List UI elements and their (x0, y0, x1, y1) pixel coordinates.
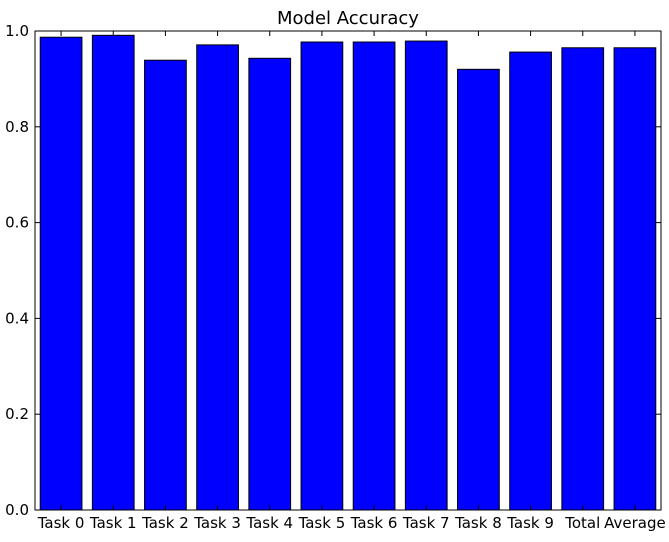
bar-task-1 (91, 34, 135, 511)
x-tick-label: Task 0 (37, 514, 85, 532)
y-tick-label: 0.8 (5, 118, 29, 136)
plot-frame (34, 30, 662, 511)
bar-task-8 (457, 68, 500, 511)
bar-task-0 (39, 36, 83, 511)
x-tick-label: Total (564, 514, 600, 532)
y-tick-label: 0.2 (5, 405, 29, 423)
x-tick-label: Average (604, 514, 666, 532)
x-tick-label: Task 3 (193, 514, 241, 532)
bar-task-5 (300, 41, 344, 511)
x-tick-label: Task 6 (350, 514, 398, 532)
x-tick-labels: Task 0 Task 1 Task 2 Task 3 Task 4 Task 5 Task… (37, 514, 666, 532)
bar-task-4 (248, 57, 292, 511)
x-tick-label: Task 5 (298, 514, 346, 532)
bar-task-9 (509, 51, 552, 511)
y-tick-label: 0.4 (5, 309, 29, 327)
bar-average (613, 47, 657, 511)
x-tick-label: Task 8 (454, 514, 502, 532)
bar-task-7 (404, 40, 448, 511)
x-tick-label: Task 9 (506, 514, 554, 532)
x-tick-label: Task 1 (89, 514, 137, 532)
x-tick-label: Task 4 (245, 514, 293, 532)
y-tick-labels: 0.0 0.2 0.4 0.6 0.8 1.0 (5, 22, 29, 519)
y-tick-label: 1.0 (5, 22, 29, 40)
x-tick-label: Task 7 (402, 514, 450, 532)
x-tick-label: Task 2 (141, 514, 189, 532)
ticks-layer (35, 30, 661, 511)
bar-total (561, 47, 605, 511)
bar-task-3 (196, 44, 239, 511)
bar-task-6 (352, 41, 396, 511)
y-tick-label: 0.0 (5, 501, 29, 519)
chart-title: Model Accuracy (277, 8, 419, 29)
bar-task-2 (144, 59, 187, 511)
y-tick-label: 0.6 (5, 214, 29, 232)
bars-layer (39, 34, 657, 511)
